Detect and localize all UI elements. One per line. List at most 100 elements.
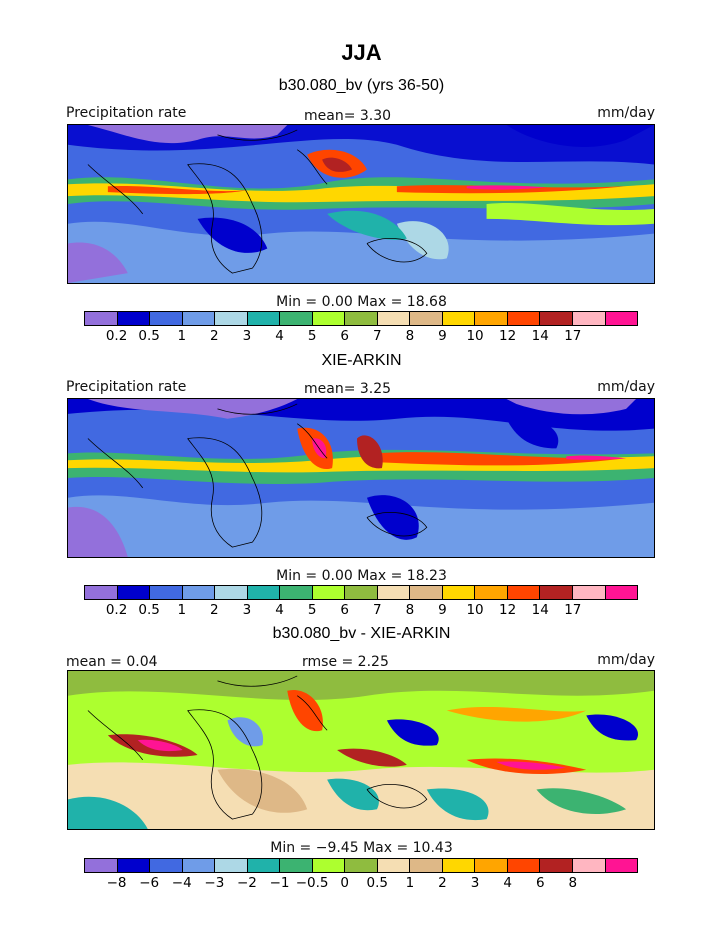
colorbar-tick-label: 4 bbox=[275, 602, 284, 618]
colorbar-tick-label: 0.5 bbox=[366, 875, 389, 891]
colorbar-tick-label: 1 bbox=[177, 602, 187, 618]
colorbar-tick-label: 9 bbox=[438, 602, 447, 618]
panel-3-map bbox=[67, 670, 655, 830]
panel-1-variable-label: Precipitation rate bbox=[66, 105, 187, 121]
colorbar-swatch bbox=[117, 859, 151, 872]
colorbar-tick-label: 10 bbox=[466, 328, 484, 344]
colorbar-swatch bbox=[410, 859, 443, 872]
panel-3-units-label: mm/day bbox=[597, 652, 655, 668]
colorbar-swatch bbox=[475, 586, 508, 599]
colorbar-tick-label: 2 bbox=[210, 328, 219, 344]
colorbar-tick-label: −3 bbox=[204, 875, 225, 891]
panel-2-units-label: mm/day bbox=[597, 379, 655, 395]
colorbar-swatch bbox=[182, 586, 216, 599]
panel-3-title: b30.080_bv - XIE-ARKIN bbox=[272, 625, 451, 642]
colorbar-tick-label: −1 bbox=[269, 875, 290, 891]
colorbar-swatch bbox=[150, 586, 183, 599]
panel-3-mean-label: mean = 0.04 bbox=[66, 654, 158, 670]
colorbar-tick-label: 7 bbox=[372, 602, 382, 618]
colorbar-swatch bbox=[442, 586, 476, 599]
colorbar-swatch bbox=[182, 859, 216, 872]
colorbar-tick-label: −8 bbox=[106, 875, 127, 891]
colorbar-swatch bbox=[280, 859, 313, 872]
colorbar-tick-label: 17 bbox=[564, 328, 582, 344]
colorbar-swatch bbox=[345, 859, 378, 872]
colorbar-tick-label: −0.5 bbox=[295, 875, 329, 891]
colorbar-swatch bbox=[312, 312, 346, 325]
panel-1-map bbox=[67, 124, 655, 284]
colorbar-tick-label: 5 bbox=[307, 602, 317, 618]
panel-2-title: XIE-ARKIN bbox=[321, 352, 402, 369]
colorbar-swatch bbox=[85, 586, 118, 599]
colorbar-swatch bbox=[280, 586, 313, 599]
panel-2-variable-label: Precipitation rate bbox=[66, 379, 187, 395]
colorbar-tick-label: 3 bbox=[242, 602, 252, 618]
colorbar-swatch bbox=[117, 312, 151, 325]
colorbar-swatch bbox=[442, 312, 476, 325]
colorbar-tick-label: 3 bbox=[242, 328, 252, 344]
colorbar-tick-label: 2 bbox=[210, 602, 219, 618]
colorbar-swatch bbox=[540, 586, 573, 599]
colorbar-swatch bbox=[215, 586, 248, 599]
colorbar-tick-label: 8 bbox=[405, 328, 415, 344]
colorbar-tick-label: −4 bbox=[171, 875, 192, 891]
colorbar-tick-label: 5 bbox=[307, 328, 317, 344]
colorbar-swatch bbox=[150, 312, 183, 325]
colorbar-tick-label: 4 bbox=[275, 328, 284, 344]
colorbar-swatch bbox=[572, 586, 606, 599]
colorbar-tick-label: 7 bbox=[372, 328, 382, 344]
colorbar-tick-label: 10 bbox=[466, 602, 484, 618]
colorbar-tick-label: 6 bbox=[340, 328, 349, 344]
panel-3-ticks: −8 −6 −4 −3 −2 −1 −0.5 0 0.5 1 2 3 4 6 8 bbox=[84, 875, 638, 891]
page-title: JJA bbox=[341, 40, 382, 65]
colorbar-swatch bbox=[247, 859, 281, 872]
panel-3-colorbar bbox=[84, 858, 638, 873]
colorbar-tick-label: 17 bbox=[564, 602, 582, 618]
colorbar-tick-label: 12 bbox=[499, 328, 517, 344]
colorbar-swatch bbox=[475, 859, 508, 872]
colorbar-tick-label: 0.2 bbox=[105, 328, 128, 344]
colorbar-swatch bbox=[377, 586, 411, 599]
colorbar-swatch bbox=[540, 312, 573, 325]
colorbar-swatch bbox=[475, 312, 508, 325]
panel-1-ticks: 0.2 0.5 1 2 3 4 5 6 7 8 9 10 12 14 17 bbox=[84, 328, 638, 344]
colorbar-swatch bbox=[312, 859, 346, 872]
colorbar-swatch bbox=[85, 312, 118, 325]
colorbar-tick-label: −6 bbox=[139, 875, 160, 891]
colorbar-swatch bbox=[540, 859, 573, 872]
panel-1-colorbar bbox=[84, 311, 638, 326]
colorbar-tick-label: 6 bbox=[535, 875, 545, 891]
colorbar-tick-label: 14 bbox=[531, 602, 549, 618]
colorbar-swatch bbox=[150, 859, 183, 872]
colorbar-swatch bbox=[507, 859, 541, 872]
panel-3-minmax: Min = −9.45 Max = 10.43 bbox=[270, 840, 453, 856]
colorbar-tick-label: 0.5 bbox=[138, 328, 160, 344]
colorbar-tick-label: 0.5 bbox=[138, 602, 160, 618]
colorbar-swatch bbox=[117, 586, 151, 599]
colorbar-swatch bbox=[345, 586, 378, 599]
colorbar-tick-label: 0 bbox=[340, 875, 349, 891]
colorbar-tick-label: 8 bbox=[568, 875, 578, 891]
colorbar-tick-label: 6 bbox=[340, 602, 349, 618]
colorbar-swatch bbox=[247, 312, 281, 325]
colorbar-swatch bbox=[442, 859, 476, 872]
colorbar-swatch bbox=[215, 859, 248, 872]
panel-3-rmse-label: rmse = 2.25 bbox=[302, 654, 389, 670]
panel-2-minmax: Min = 0.00 Max = 18.23 bbox=[276, 568, 447, 584]
colorbar-swatch bbox=[280, 312, 313, 325]
colorbar-tick-label: 1 bbox=[177, 328, 187, 344]
panel-1-units-label: mm/day bbox=[597, 105, 655, 121]
colorbar-swatch bbox=[410, 312, 443, 325]
colorbar-tick-label: 1 bbox=[405, 875, 415, 891]
colorbar-swatch bbox=[605, 312, 638, 325]
colorbar-tick-label: 4 bbox=[503, 875, 512, 891]
colorbar-tick-label: 3 bbox=[470, 875, 480, 891]
panel-2-precip-field bbox=[68, 399, 654, 557]
panel-3-diff-field bbox=[68, 671, 654, 829]
colorbar-swatch bbox=[605, 859, 638, 872]
colorbar-tick-label: 0.2 bbox=[105, 602, 128, 618]
colorbar-tick-label: 12 bbox=[499, 602, 517, 618]
colorbar-swatch bbox=[215, 312, 248, 325]
colorbar-swatch bbox=[377, 859, 411, 872]
panel-1-precip-field bbox=[68, 125, 654, 283]
